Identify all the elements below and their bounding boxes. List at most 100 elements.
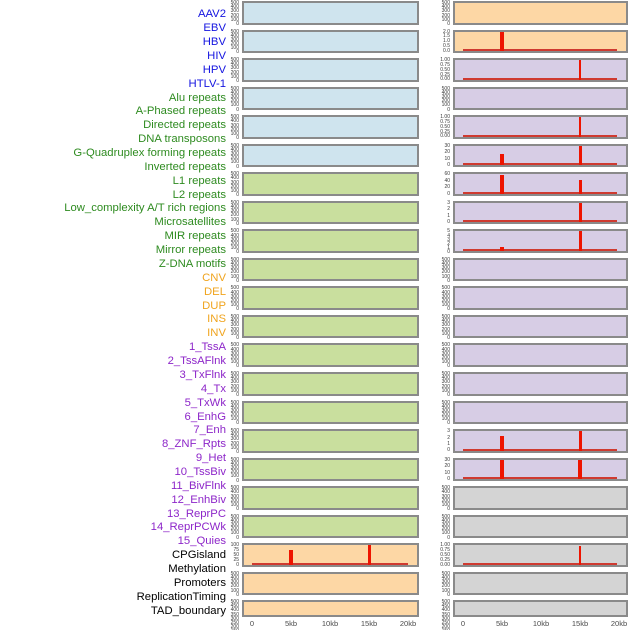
y-tick-label: 100 — [441, 501, 450, 508]
y-tick-label: 2 — [447, 240, 450, 247]
y-tick-label: 300 — [441, 293, 450, 300]
y-axis-ticks-12-enhbiv: 500 400 300 200 100 0 — [429, 371, 450, 397]
y-tick-label: 300 — [230, 322, 239, 329]
track-panel-mir-repeats — [242, 457, 419, 482]
y-axis-ticks-inv: 2.0 1.5 1.0 0.5 0.0 — [429, 29, 450, 54]
y-tick-label: 0 — [236, 277, 239, 284]
y-tick-label: 500 — [230, 114, 239, 121]
track-label-inv: INV — [207, 327, 226, 340]
track-label-4-tx: 4_Tx — [200, 382, 226, 395]
y-tick-label: 200 — [441, 497, 450, 504]
x-axis-tick-left-20kb: 20kb — [399, 619, 417, 628]
y-tick-label: 400 — [230, 460, 239, 467]
y-tick-label: 2 — [447, 434, 450, 441]
y-axis-ticks-cnv: 100 75 50 25 0 — [218, 543, 239, 568]
y-tick-label: 0.50 — [440, 551, 450, 558]
y-tick-label: 300 — [441, 379, 450, 386]
track-label-replicationtiming: ReplicationTiming — [136, 590, 226, 603]
y-tick-label: 500 — [441, 599, 450, 605]
y-tick-label: 100 — [230, 330, 239, 337]
y-axis-ticks-tad-boundary: 500450400350300250200150100500 — [429, 599, 450, 630]
y-tick-label: 100 — [441, 359, 450, 366]
track-label-2-tssaflnk: 2_TssAFlnk — [167, 355, 226, 368]
track-label-3-txflnk: 3_TxFlnk — [179, 368, 226, 381]
y-tick-label: 100 — [230, 245, 239, 252]
track-label-z-dna-motifs: Z-DNA motifs — [158, 257, 226, 270]
y-tick-label: 200 — [230, 469, 239, 476]
track-panel-l1-repeats — [242, 343, 419, 367]
y-tick-label: 200 — [230, 41, 239, 48]
data-baseline — [252, 562, 408, 565]
y-tick-label: 400 — [230, 175, 239, 182]
y-tick-label: 450 — [441, 603, 450, 610]
y-tick-label: 300 — [230, 93, 239, 100]
y-tick-label: 0 — [236, 534, 239, 541]
y-tick-label: 500 — [230, 285, 239, 292]
y-tick-label: 300 — [441, 615, 450, 622]
track-panel-alu-repeats — [242, 172, 419, 196]
y-tick-label: 500 — [230, 570, 239, 577]
y-tick-label: 300 — [230, 436, 239, 443]
y-tick-label: 0 — [236, 20, 239, 27]
track-panel-hpv — [242, 115, 419, 139]
y-tick-label: 30 — [444, 142, 450, 149]
track-panel-1-tssa — [453, 58, 628, 82]
y-tick-label: 0 — [236, 334, 239, 341]
y-axis-ticks-low-complexity-a-t-rich-regions: 500 400 300 200 100 0 — [218, 400, 239, 426]
y-tick-label: 400 — [441, 289, 450, 296]
y-tick-label: 0 — [236, 192, 239, 199]
y-tick-label: 0.00 — [440, 76, 450, 83]
y-tick-label: 150 — [231, 629, 239, 630]
y-tick-label: 500 — [441, 570, 450, 577]
y-axis-ticks-ebv: 500 400 300 200 100 0 — [218, 29, 239, 55]
data-baseline — [463, 448, 617, 451]
y-tick-label: 0 — [447, 506, 450, 513]
y-tick-label: 200 — [441, 12, 450, 19]
y-tick-label: 0 — [236, 220, 239, 227]
y-tick-label: 300 — [441, 93, 450, 100]
y-tick-label: 500 — [441, 85, 450, 92]
y-tick-label: 200 — [441, 98, 450, 105]
y-tick-label: 200 — [230, 98, 239, 105]
y-tick-label: 1.0 — [443, 38, 450, 45]
y-tick-label: 5 — [447, 228, 450, 235]
y-axis-ticks-ins: 500 400 300 200 100 0 — [429, 0, 450, 26]
y-tick-label: 300 — [230, 407, 239, 414]
y-tick-label: 400 — [230, 403, 239, 410]
y-tick-label: 500 — [230, 199, 239, 206]
track-panel-dna-transposons — [242, 257, 419, 282]
y-tick-label: 400 — [230, 32, 239, 39]
data-baseline — [463, 477, 617, 480]
y-tick-label: 400 — [230, 118, 239, 125]
y-axis-ticks-l1-repeats: 500 400 300 200 100 0 — [218, 343, 239, 369]
y-tick-label: 250 — [230, 619, 239, 626]
track-label-l1-repeats: L1 repeats — [172, 174, 226, 187]
track-panel-ebv — [242, 29, 419, 54]
track-label-inverted-repeats: Inverted repeats — [144, 160, 226, 173]
y-tick-label: 200 — [441, 412, 450, 419]
y-tick-label: 500 — [230, 57, 239, 64]
y-tick-label: 50 — [233, 551, 239, 558]
y-tick-label: 300 — [441, 265, 450, 272]
y-tick-label: 20 — [444, 149, 450, 156]
y-tick-label: 500 — [441, 399, 450, 406]
track-label-14-reprpcwk: 14_ReprPCWk — [150, 521, 226, 534]
track-label-6-enhg: 6_EnhG — [184, 410, 226, 423]
track-label-hpv: HPV — [202, 63, 226, 76]
y-tick-label: 500 — [230, 485, 239, 492]
y-tick-label: 4 — [447, 232, 450, 239]
y-tick-label: 400 — [230, 146, 239, 153]
y-tick-label: 0.75 — [440, 547, 450, 554]
y-tick-label: 200 — [230, 69, 239, 76]
track-panel-hiv — [242, 86, 419, 111]
data-baseline — [463, 191, 617, 194]
y-tick-label: 25 — [233, 556, 239, 563]
y-tick-label: 350 — [230, 611, 239, 618]
y-axis-ticks-del: 500 400 300 200 100 0 — [218, 570, 239, 597]
y-tick-label: 0 — [236, 561, 239, 568]
y-tick-label: 300 — [230, 122, 239, 129]
y-axis-ticks-inverted-repeats: 500 400 300 200 100 0 — [218, 314, 239, 341]
y-tick-label: 300 — [230, 379, 239, 386]
y-tick-label: 400 — [441, 574, 450, 581]
